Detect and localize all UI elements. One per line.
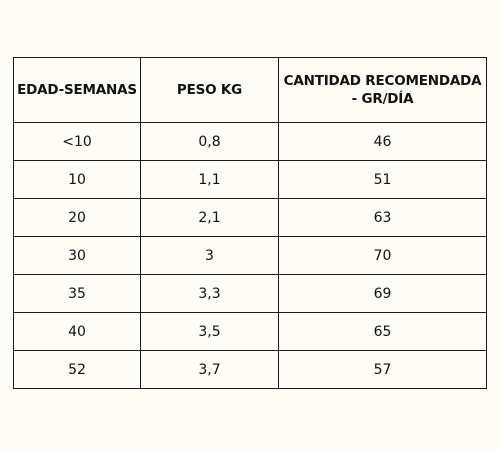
header-recommended-amount: CANTIDAD RECOMENDADA - GR/DÍA <box>278 57 487 123</box>
cell-weight: 2,1 <box>140 198 279 237</box>
cell-age: 20 <box>13 198 141 237</box>
table-row: 52 3,7 57 <box>13 350 487 389</box>
cell-amount: 69 <box>278 274 487 313</box>
cell-amount: 63 <box>278 198 487 237</box>
feeding-table: EDAD-SEMANAS PESO KG CANTIDAD RECOMENDAD… <box>13 57 487 389</box>
table-row: 40 3,5 65 <box>13 312 487 351</box>
cell-age: 52 <box>13 350 141 389</box>
cell-weight: 0,8 <box>140 122 279 161</box>
table-row: <10 0,8 46 <box>13 122 487 161</box>
cell-weight: 1,1 <box>140 160 279 199</box>
cell-age: 30 <box>13 236 141 275</box>
cell-amount: 57 <box>278 350 487 389</box>
header-weight-kg: PESO KG <box>140 57 279 123</box>
table-header-row: EDAD-SEMANAS PESO KG CANTIDAD RECOMENDAD… <box>13 57 487 123</box>
cell-amount: 51 <box>278 160 487 199</box>
cell-amount: 65 <box>278 312 487 351</box>
cell-weight: 3 <box>140 236 279 275</box>
cell-age: <10 <box>13 122 141 161</box>
table-row: 30 3 70 <box>13 236 487 275</box>
cell-age: 40 <box>13 312 141 351</box>
table-row: 10 1,1 51 <box>13 160 487 199</box>
cell-amount: 46 <box>278 122 487 161</box>
header-age-weeks: EDAD-SEMANAS <box>13 57 141 123</box>
cell-weight: 3,5 <box>140 312 279 351</box>
table-row: 20 2,1 63 <box>13 198 487 237</box>
cell-weight: 3,7 <box>140 350 279 389</box>
feeding-table-container: EDAD-SEMANAS PESO KG CANTIDAD RECOMENDAD… <box>13 57 487 389</box>
cell-weight: 3,3 <box>140 274 279 313</box>
table-row: 35 3,3 69 <box>13 274 487 313</box>
cell-age: 35 <box>13 274 141 313</box>
cell-age: 10 <box>13 160 141 199</box>
cell-amount: 70 <box>278 236 487 275</box>
